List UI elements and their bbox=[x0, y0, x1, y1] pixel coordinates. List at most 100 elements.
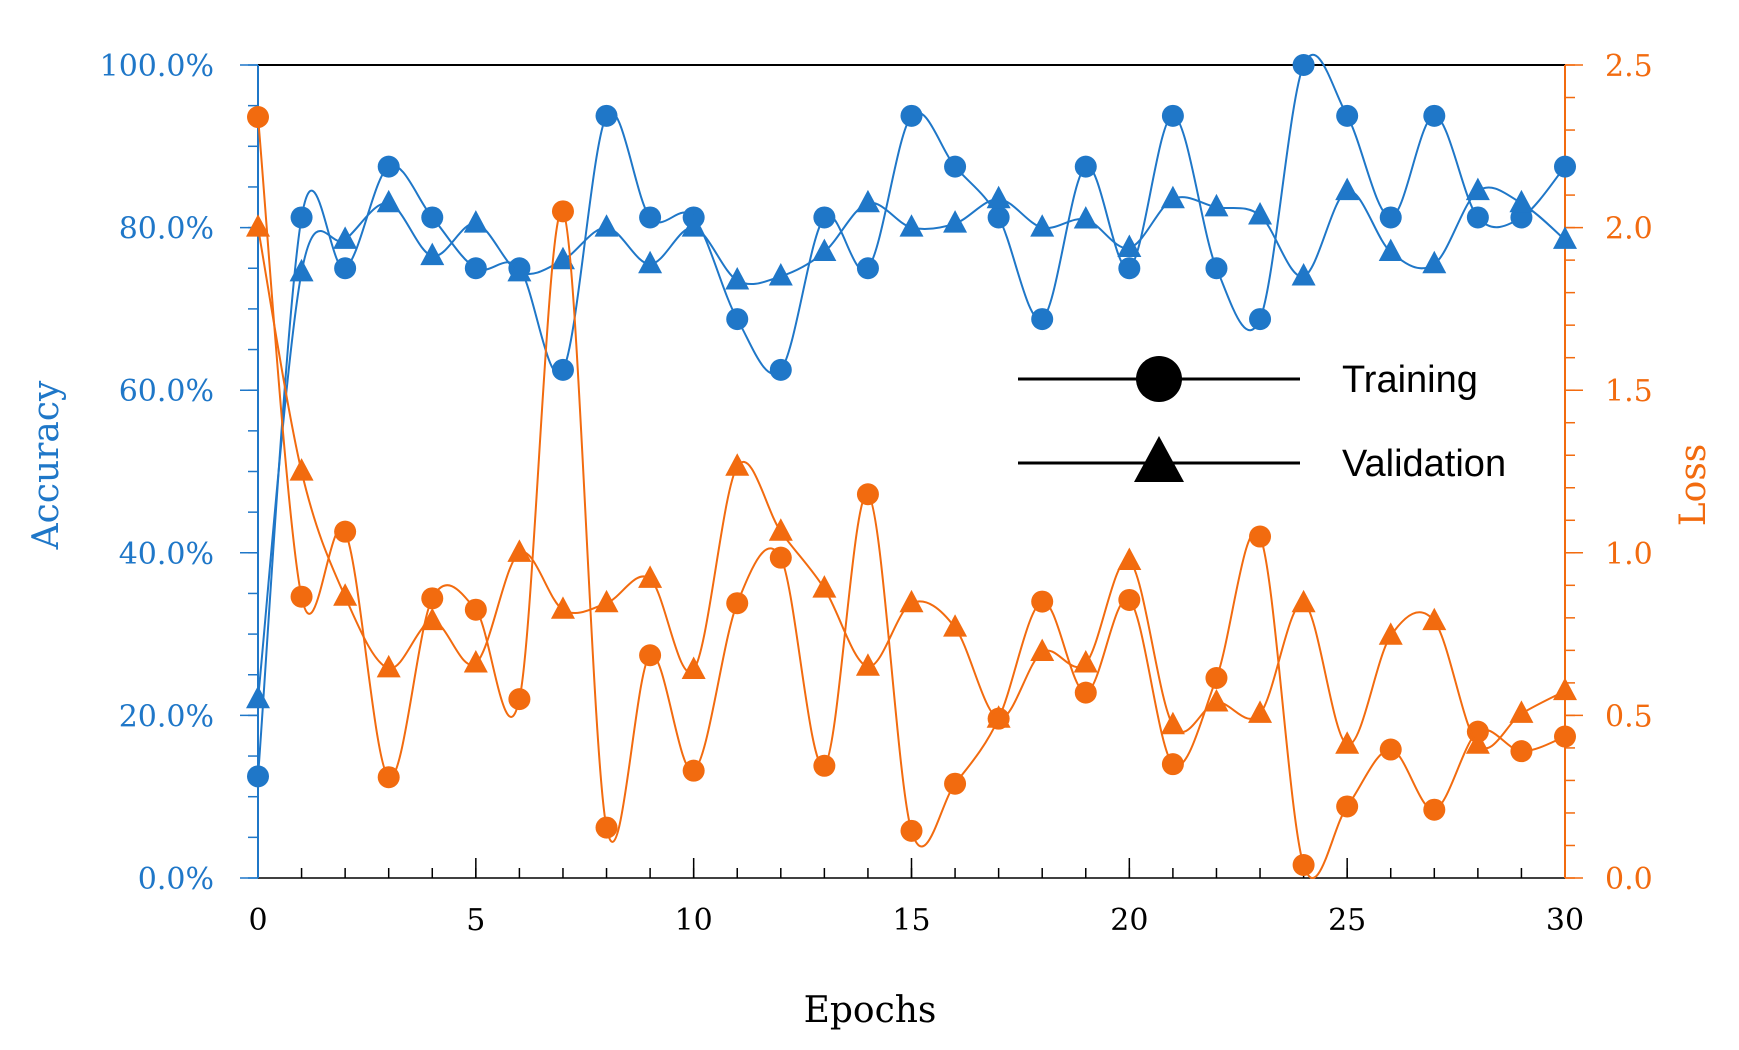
y-axis-left: 0.0% 20.0% 40.0% 60.0% 80.0% 100.0% bbox=[100, 49, 259, 897]
data-point-circle bbox=[1161, 104, 1184, 127]
data-point-triangle bbox=[1291, 589, 1316, 613]
data-point-triangle bbox=[1117, 547, 1142, 571]
data-point-triangle bbox=[899, 589, 924, 613]
data-point-circle bbox=[595, 104, 618, 127]
data-point-triangle bbox=[943, 210, 968, 233]
data-point-circle bbox=[856, 257, 879, 280]
y-right-tick-label: 1.0 bbox=[1605, 537, 1653, 572]
data-point-circle bbox=[1249, 308, 1272, 331]
data-point-circle bbox=[1031, 590, 1054, 613]
data-point-triangle bbox=[768, 518, 793, 541]
legend-item-validation: Validation bbox=[1018, 436, 1506, 485]
data-point-triangle bbox=[420, 607, 445, 631]
data-point-triangle bbox=[333, 583, 358, 606]
data-point-triangle bbox=[246, 685, 270, 709]
data-point-circle bbox=[1161, 753, 1184, 776]
data-point-circle bbox=[944, 155, 967, 178]
data-point-circle bbox=[1118, 257, 1141, 280]
data-point-circle bbox=[1205, 667, 1228, 690]
data-point-circle bbox=[334, 257, 357, 280]
data-point-circle bbox=[1423, 798, 1446, 821]
data-point-circle bbox=[290, 585, 313, 608]
x-tick-label: 5 bbox=[466, 903, 485, 938]
data-point-triangle bbox=[899, 214, 924, 237]
data-point-circle bbox=[682, 759, 705, 782]
data-point-triangle bbox=[1160, 711, 1185, 735]
data-point-triangle bbox=[463, 210, 488, 233]
y-left-tick-label: 40.0% bbox=[119, 537, 214, 572]
data-point-triangle bbox=[1073, 649, 1098, 673]
data-point-circle bbox=[290, 206, 313, 229]
data-point-triangle bbox=[1248, 202, 1273, 225]
data-point-triangle bbox=[855, 653, 880, 676]
data-point-circle bbox=[1074, 681, 1097, 704]
data-point-circle bbox=[421, 587, 444, 610]
data-point-circle bbox=[900, 104, 923, 127]
series-layer bbox=[246, 54, 1577, 879]
data-point-circle bbox=[377, 155, 400, 178]
data-point-triangle bbox=[289, 458, 314, 481]
x-tick-label: 25 bbox=[1328, 903, 1366, 938]
data-point-circle bbox=[1554, 725, 1576, 748]
data-point-circle bbox=[595, 816, 618, 839]
data-point-triangle bbox=[507, 539, 532, 562]
data-point-circle bbox=[1292, 853, 1315, 876]
data-point-circle bbox=[856, 483, 879, 506]
y-axis-right-title: Loss bbox=[1673, 444, 1714, 527]
data-point-triangle bbox=[681, 656, 706, 679]
x-tick-label: 15 bbox=[892, 903, 930, 938]
data-point-circle bbox=[1336, 104, 1359, 127]
data-point-circle bbox=[639, 644, 662, 667]
x-tick-label: 0 bbox=[248, 903, 267, 938]
data-point-circle bbox=[1336, 795, 1359, 818]
data-point-triangle bbox=[1335, 177, 1360, 201]
data-point-triangle bbox=[594, 214, 619, 237]
data-point-triangle bbox=[638, 565, 663, 588]
y-right-tick-label: 2.5 bbox=[1605, 49, 1653, 84]
x-tick-label: 20 bbox=[1110, 903, 1148, 938]
series-validation-accuracy bbox=[246, 177, 1577, 709]
data-point-triangle bbox=[1204, 689, 1229, 712]
data-point-circle bbox=[334, 520, 357, 543]
data-point-triangle bbox=[1422, 250, 1447, 274]
data-point-triangle bbox=[1509, 700, 1534, 723]
legend-triangle-icon bbox=[1134, 436, 1184, 482]
data-point-circle bbox=[769, 546, 792, 569]
data-point-triangle bbox=[1160, 185, 1185, 209]
data-point-triangle bbox=[550, 246, 575, 270]
data-point-triangle bbox=[1073, 206, 1098, 229]
data-point-circle bbox=[377, 766, 400, 789]
data-point-circle bbox=[1249, 525, 1272, 548]
data-point-circle bbox=[247, 106, 269, 129]
data-point-triangle bbox=[1378, 622, 1403, 645]
data-point-triangle bbox=[376, 189, 401, 213]
data-point-circle bbox=[1466, 206, 1489, 229]
data-point-circle bbox=[1118, 588, 1141, 611]
data-point-triangle bbox=[1378, 238, 1403, 262]
data-point-triangle bbox=[463, 649, 488, 673]
x-tick-label: 30 bbox=[1546, 903, 1584, 938]
data-point-circle bbox=[508, 688, 531, 711]
data-point-circle bbox=[987, 206, 1010, 229]
y-right-tick-label: 0.5 bbox=[1605, 699, 1653, 734]
data-point-triangle bbox=[376, 654, 401, 678]
data-point-circle bbox=[1292, 54, 1315, 76]
legend-circle-icon bbox=[1136, 356, 1182, 402]
data-point-triangle bbox=[943, 614, 968, 637]
data-point-triangle bbox=[333, 226, 358, 249]
data-point-triangle bbox=[768, 262, 793, 286]
data-point-triangle bbox=[1553, 226, 1577, 249]
legend-label: Validation bbox=[1342, 443, 1506, 485]
data-point-triangle bbox=[246, 214, 270, 237]
series-line bbox=[257, 227, 1566, 750]
series-validation-loss bbox=[246, 214, 1577, 754]
data-point-circle bbox=[813, 206, 836, 229]
y-right-tick-label: 0.0 bbox=[1605, 862, 1653, 897]
data-point-circle bbox=[1510, 740, 1533, 763]
y-left-tick-label: 0.0% bbox=[138, 862, 214, 897]
data-point-circle bbox=[944, 772, 967, 795]
data-point-circle bbox=[464, 257, 487, 280]
series-line bbox=[257, 54, 1566, 777]
